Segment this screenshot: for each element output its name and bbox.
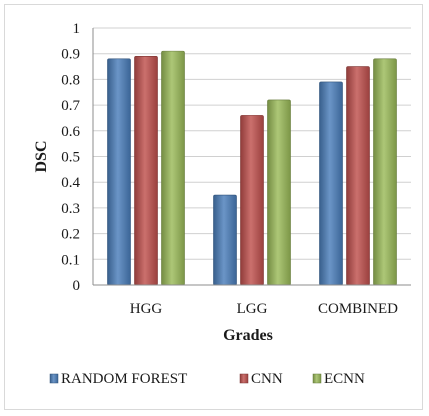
y-tick-label: 0.6	[61, 124, 80, 140]
legend-label: RANDOM FOREST	[61, 371, 187, 387]
bar-cnn-lgg	[240, 115, 264, 286]
legend: RANDOM FOREST CNN ECNN	[49, 371, 365, 387]
y-tick-label: 0.3	[61, 201, 80, 217]
x-tick-label: LGG	[237, 301, 268, 317]
bar-random-forest-lgg	[213, 194, 237, 286]
y-tick-label: 0.7	[61, 98, 80, 114]
bar-random-forest-combined	[319, 81, 343, 286]
y-axis-title: DSC	[33, 140, 50, 172]
legend-swatch	[239, 373, 249, 384]
y-tick-label: 0.5	[61, 150, 80, 166]
legend-label: CNN	[251, 371, 283, 387]
y-tick-labels: 0 0.1 0.2 0.3 0.4 0.5 0.6 0.7 0.8 0.9 1	[61, 21, 80, 294]
bar-random-forest-hgg	[107, 58, 131, 286]
x-axis-title: Grades	[223, 327, 273, 344]
x-tick-labels: HGG LGG COMBINED	[130, 301, 398, 317]
y-tick-label: 0.9	[61, 47, 80, 63]
y-tick-label: 0	[73, 278, 81, 294]
bar-ecnn-hgg	[161, 50, 185, 286]
x-tick-label: HGG	[130, 301, 163, 317]
legend-swatch	[49, 373, 59, 384]
y-tick-label: 0.2	[61, 227, 80, 243]
legend-swatch	[312, 373, 322, 384]
y-tick-label: 1	[73, 21, 81, 37]
bar-ecnn-combined	[373, 58, 397, 286]
bars	[107, 50, 397, 286]
bar-cnn-combined	[346, 66, 370, 286]
y-tick-label: 0.4	[61, 175, 80, 191]
axes	[92, 28, 411, 286]
legend-label: ECNN	[324, 371, 365, 387]
x-tick-label: COMBINED	[318, 301, 398, 317]
y-tick-label: 0.8	[61, 72, 80, 88]
y-tick-label: 0.1	[61, 252, 80, 268]
bar-ecnn-lgg	[267, 99, 291, 286]
bar-cnn-hgg	[134, 55, 158, 286]
